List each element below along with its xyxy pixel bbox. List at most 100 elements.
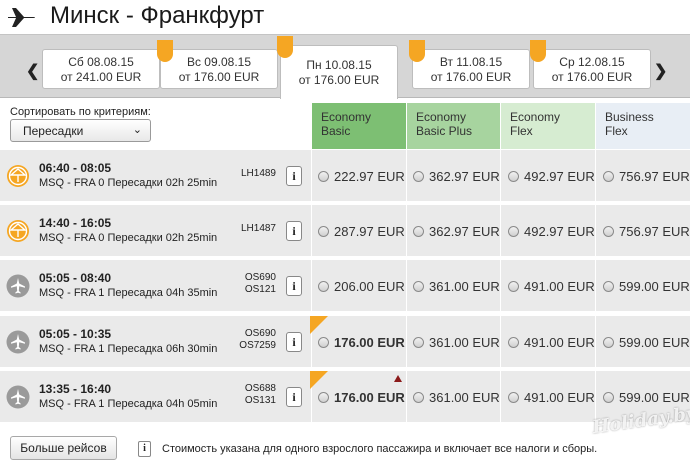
fare-option[interactable]: 222.97 EUR (318, 169, 405, 184)
fare-radio[interactable] (603, 281, 614, 292)
flight-number-line: OS690 (244, 328, 276, 339)
prev-dates-arrow[interactable]: ❮ (26, 63, 40, 80)
offer-tag (530, 40, 546, 62)
fare-radio[interactable] (603, 337, 614, 348)
flight-number: OS688 OS131 (245, 383, 276, 407)
fare-option[interactable]: 362.97 EUR (413, 224, 500, 239)
fare-price: 492.97 EUR (524, 169, 595, 184)
date-tab-price: от 241.00 EUR (60, 70, 142, 84)
fare-radio[interactable] (318, 337, 329, 348)
flight-row[interactable]: 13:35 - 16:40 MSQ - FRA 1 Пересадка 04h 0… (0, 371, 690, 424)
best-price-corner-marker (310, 371, 328, 389)
airplane-circle-icon (6, 330, 30, 354)
fare-radio[interactable] (508, 281, 519, 292)
fare-price: 492.97 EUR (524, 224, 595, 239)
fare-option[interactable]: 361.00 EUR (413, 390, 500, 405)
flight-row[interactable]: 05:05 - 08:40 MSQ - FRA 1 Пересадка 04h 3… (0, 260, 690, 313)
fare-radio[interactable] (508, 337, 519, 348)
fare-radio[interactable] (413, 392, 424, 403)
fare-option[interactable]: 206.00 EUR (318, 279, 405, 294)
price-note: Стоимость указана для одного взрослого п… (162, 443, 598, 455)
fare-option[interactable]: 361.00 EUR (413, 335, 500, 350)
fare-price: 599.00 EUR (619, 279, 690, 294)
fare-header-line2: Basic (321, 124, 351, 138)
flight-time: 14:40 - 16:05 (39, 216, 112, 230)
offer-tag (409, 40, 425, 62)
fare-radio[interactable] (508, 171, 519, 182)
fare-option[interactable]: 491.00 EUR (508, 279, 595, 294)
fare-price: 361.00 EUR (429, 390, 500, 405)
fare-option[interactable]: 492.97 EUR (508, 169, 595, 184)
fare-cell (500, 371, 595, 424)
next-dates-arrow[interactable]: ❯ (654, 63, 668, 80)
fare-radio[interactable] (508, 392, 519, 403)
date-tab[interactable]: Сб 08.08.15 от 241.00 EUR (42, 49, 160, 89)
flight-info-icon[interactable]: i (286, 276, 302, 296)
fare-cell (311, 205, 406, 258)
fare-option[interactable]: 491.00 EUR (508, 390, 595, 405)
date-tab-day: Пн 10.08.15 (306, 58, 372, 72)
fare-header-line1: Economy (416, 110, 467, 124)
fare-radio[interactable] (318, 281, 329, 292)
fare-cell (406, 150, 500, 203)
fare-radio[interactable] (318, 226, 329, 237)
flight-row[interactable]: 14:40 - 16:05 MSQ - FRA 0 Пересадки 02h 2… (0, 205, 690, 258)
fare-radio[interactable] (603, 171, 614, 182)
flight-number: LH1487 (241, 223, 276, 235)
offer-tag (277, 36, 293, 58)
fare-price: 361.00 EUR (429, 279, 500, 294)
fare-price: 176.00 EUR (334, 335, 405, 350)
fare-header-line1: Business (605, 110, 654, 124)
airplane-icon (8, 8, 35, 27)
airplane-circle-icon (6, 385, 30, 409)
date-tab-price: от 176.00 EUR (430, 70, 512, 84)
flight-time: 06:40 - 08:05 (39, 161, 112, 175)
fare-radio[interactable] (413, 226, 424, 237)
date-selector: ❮ ❯ Сб 08.08.15 от 241.00 EUR Вс 09.08.1… (0, 34, 690, 99)
fare-option[interactable]: 362.97 EUR (413, 169, 500, 184)
fare-option[interactable]: 599.00 EUR (603, 279, 690, 294)
sort-label: Сортировать по критериям: (10, 106, 151, 118)
fare-header-economy-basic-plus: Economy Basic Plus (407, 103, 500, 149)
flight-info-icon[interactable]: i (286, 332, 302, 352)
flight-row[interactable]: 06:40 - 08:05 MSQ - FRA 0 Пересадки 02h 2… (0, 150, 690, 203)
fare-option[interactable]: 599.00 EUR (603, 390, 690, 405)
date-tab[interactable]: Вс 09.08.15 от 176.00 EUR (157, 40, 278, 89)
flight-info-icon[interactable]: i (286, 221, 302, 241)
flight-info-icon[interactable]: i (286, 166, 302, 186)
fare-radio[interactable] (318, 392, 329, 403)
flight-route: MSQ - FRA 1 Пересадка 04h 05min (39, 398, 218, 410)
fare-option[interactable]: 492.97 EUR (508, 224, 595, 239)
flight-info-icon[interactable]: i (286, 387, 302, 407)
fare-option[interactable]: 176.00 EUR (318, 390, 405, 405)
fare-radio[interactable] (603, 392, 614, 403)
fare-radio[interactable] (508, 226, 519, 237)
more-flights-button[interactable]: Больше рейсов (10, 436, 117, 460)
fare-option[interactable]: 599.00 EUR (603, 335, 690, 350)
fare-option[interactable]: 176.00 EUR (318, 335, 405, 350)
flight-number: OS690 OS121 (245, 272, 276, 296)
fare-option[interactable]: 491.00 EUR (508, 335, 595, 350)
fare-radio[interactable] (413, 281, 424, 292)
fare-option[interactable]: 361.00 EUR (413, 279, 500, 294)
fare-cell (595, 371, 690, 424)
fare-price: 176.00 EUR (334, 390, 405, 405)
fare-radio[interactable] (413, 171, 424, 182)
fare-cell (311, 260, 406, 313)
fare-option[interactable]: 756.97 EUR (603, 169, 690, 184)
flight-row[interactable]: 05:05 - 10:35 MSQ - FRA 1 Пересадка 06h 3… (0, 316, 690, 369)
date-tab[interactable]: Ср 12.08.15 от 176.00 EUR (530, 40, 651, 89)
fare-radio[interactable] (318, 171, 329, 182)
fare-option[interactable]: 756.97 EUR (603, 224, 690, 239)
fare-header-line1: Economy (510, 110, 561, 124)
date-tab-active[interactable]: Пн 10.08.15 от 176.00 EUR (277, 36, 398, 99)
fare-radio[interactable] (603, 226, 614, 237)
sort-select[interactable]: Пересадки ⌄ (10, 119, 151, 142)
date-tab[interactable]: Вт 11.08.15 от 176.00 EUR (409, 40, 530, 89)
fare-option[interactable]: 287.97 EUR (318, 224, 405, 239)
fare-radio[interactable] (413, 337, 424, 348)
fare-cell (311, 371, 406, 424)
info-icon[interactable]: i (138, 441, 151, 457)
date-tab-price: от 176.00 EUR (551, 70, 633, 84)
chevron-down-icon: ⌄ (132, 124, 142, 136)
